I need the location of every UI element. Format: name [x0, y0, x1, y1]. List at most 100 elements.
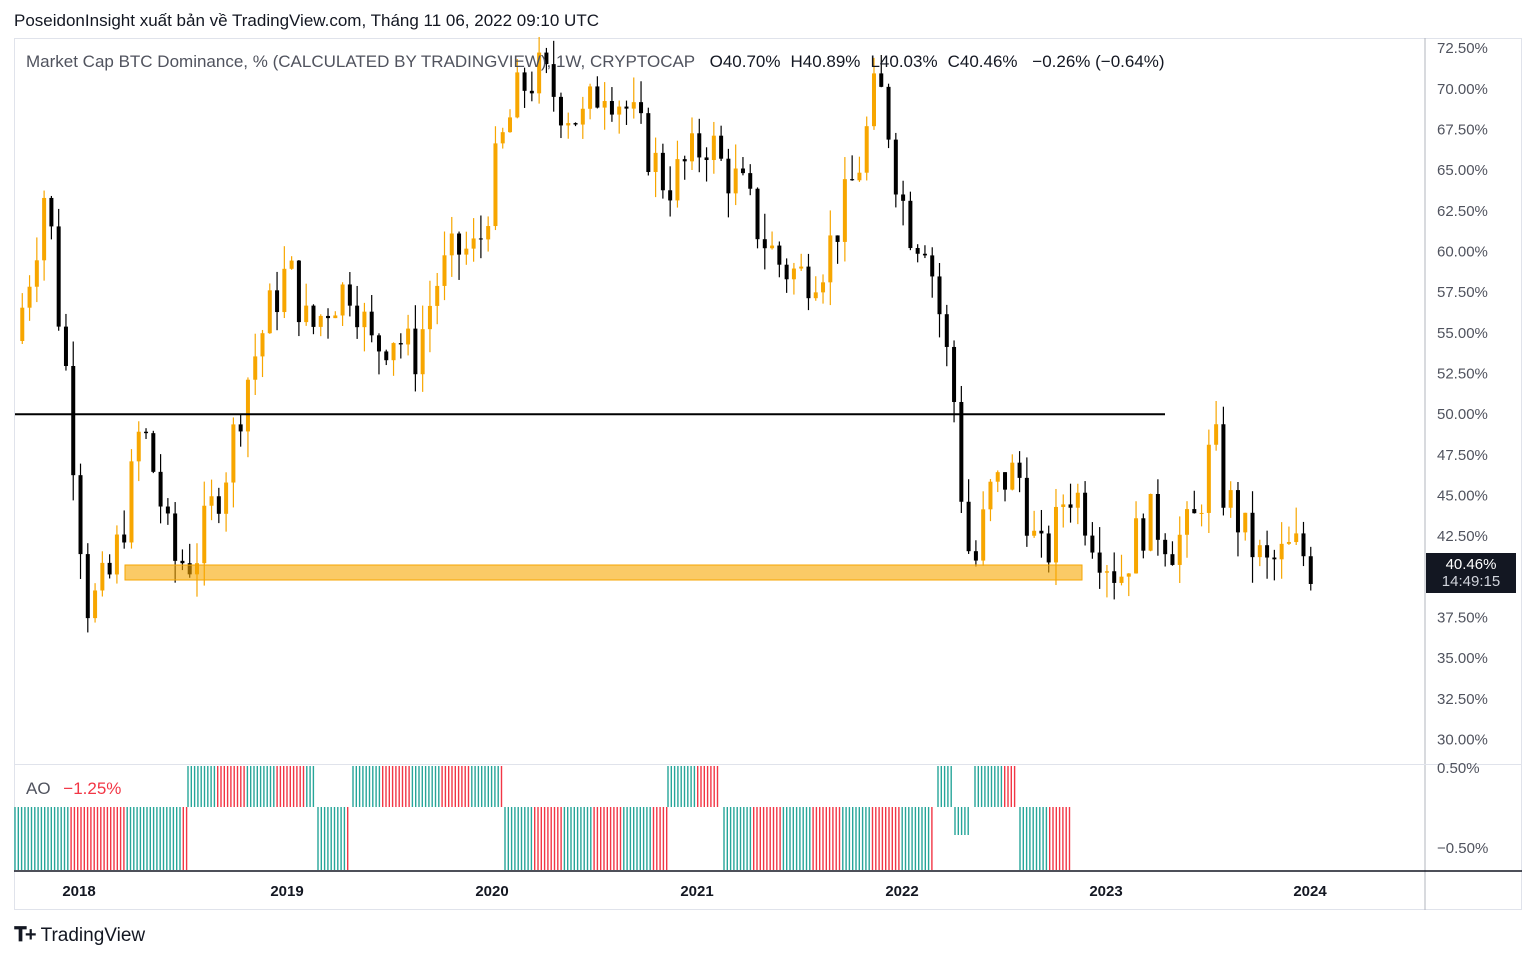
- candle-body: [71, 366, 76, 476]
- candle-body: [828, 235, 833, 283]
- candle: [922, 245, 927, 259]
- candle: [85, 543, 90, 633]
- candle: [1148, 493, 1153, 552]
- candle-body: [376, 335, 381, 352]
- candle: [544, 47, 549, 74]
- candle: [901, 180, 906, 226]
- price-tick-label: 37.50%: [1437, 610, 1488, 627]
- candle: [311, 304, 316, 335]
- time-tick-label: 2023: [1089, 883, 1122, 900]
- time-tick-label: 2021: [680, 883, 713, 900]
- candle: [864, 116, 869, 181]
- candle: [435, 272, 440, 325]
- candle: [71, 341, 76, 501]
- candle: [347, 272, 352, 317]
- ao-legend[interactable]: AO −1.25%: [26, 779, 121, 799]
- candle: [959, 385, 964, 514]
- candle-body: [362, 311, 367, 328]
- candle-body: [588, 86, 593, 109]
- candle: [1126, 573, 1131, 597]
- candle-body: [835, 235, 840, 242]
- candle-body: [660, 152, 665, 191]
- candle-body: [1214, 424, 1219, 445]
- candle: [267, 283, 272, 334]
- candle-body: [413, 328, 418, 375]
- candle: [384, 349, 389, 366]
- candle-body: [995, 472, 1000, 482]
- candle-body: [1032, 530, 1037, 536]
- candle-body: [850, 179, 855, 181]
- candle: [93, 583, 98, 623]
- price-tick-label: 30.00%: [1437, 732, 1488, 749]
- candle-body: [114, 534, 119, 575]
- symbol-legend[interactable]: Market Cap BTC Dominance, % (CALCULATED …: [26, 52, 1165, 72]
- candle: [282, 246, 287, 319]
- support-zone: [124, 564, 1083, 581]
- candle-body: [85, 554, 90, 619]
- candle-body: [391, 343, 396, 361]
- candle: [1024, 457, 1029, 547]
- candle: [1104, 564, 1109, 598]
- candle-body: [799, 266, 804, 269]
- candle-body: [311, 305, 316, 327]
- candle-body: [144, 431, 149, 434]
- candle: [937, 262, 942, 338]
- candle: [500, 127, 505, 149]
- candle: [675, 140, 680, 208]
- candle: [151, 430, 156, 474]
- candle: [595, 76, 600, 109]
- candle-body: [1192, 509, 1197, 514]
- candle: [631, 77, 636, 119]
- candle-body: [566, 123, 571, 126]
- candle: [813, 276, 818, 301]
- candle-body: [1294, 533, 1299, 543]
- candle-body: [464, 248, 469, 255]
- tradingview-logo[interactable]: 𝐓+ TradingView: [14, 924, 145, 947]
- ohlc-value-h: 40.89%: [802, 52, 861, 71]
- candle-body: [529, 90, 534, 94]
- candle: [304, 283, 309, 326]
- candle-body: [245, 379, 250, 432]
- logo-text: TradingView: [40, 924, 146, 946]
- candle-body: [275, 290, 280, 313]
- candle: [697, 118, 702, 173]
- candle-body: [1039, 530, 1044, 534]
- candle: [871, 57, 876, 130]
- candle: [78, 463, 83, 579]
- candle-body: [1075, 492, 1080, 508]
- candle: [1257, 539, 1262, 567]
- candle-body: [318, 315, 323, 327]
- candle: [799, 253, 804, 271]
- candle: [427, 280, 432, 353]
- time-tick-label: 2019: [270, 883, 303, 900]
- candle: [973, 540, 978, 567]
- candle-body: [420, 329, 425, 375]
- candle: [995, 470, 1000, 493]
- candle-body: [1119, 576, 1124, 583]
- candle-body: [100, 562, 105, 591]
- candle-body: [944, 314, 949, 347]
- candle: [733, 144, 738, 206]
- candle-body: [719, 135, 724, 159]
- candle: [1272, 549, 1277, 581]
- candle: [704, 147, 709, 182]
- candle: [668, 166, 673, 217]
- candle: [966, 479, 971, 554]
- candle-body: [347, 284, 352, 306]
- candle-body: [777, 245, 782, 265]
- price-tick-label: 60.00%: [1437, 244, 1488, 261]
- candle-body: [653, 152, 658, 172]
- candle: [726, 148, 731, 218]
- candle-body: [471, 238, 476, 249]
- candle-body: [180, 560, 185, 564]
- candle-body: [129, 461, 134, 543]
- candle-body: [173, 513, 178, 561]
- candle-body: [988, 481, 993, 510]
- candles: [20, 36, 1313, 633]
- candle-body: [886, 86, 891, 140]
- change-value: −0.26% (−0.64%): [1032, 52, 1165, 71]
- candle-body: [1257, 545, 1262, 558]
- candle-body: [1243, 512, 1248, 533]
- candle-body: [165, 506, 170, 514]
